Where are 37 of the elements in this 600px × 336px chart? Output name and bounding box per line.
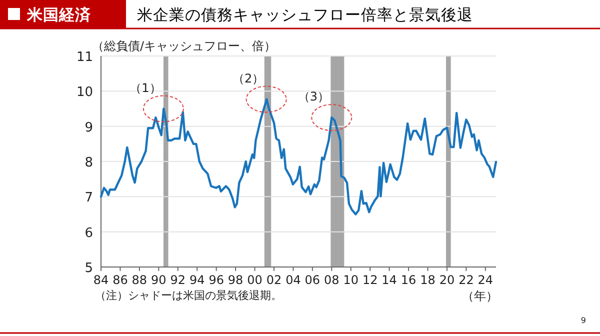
x-tick-label: 14: [382, 273, 397, 287]
x-tick-label: 12: [362, 273, 378, 287]
text: （注）シャドーは米国の景気後退期。: [95, 289, 282, 302]
x-tick-label: 02: [266, 273, 282, 287]
x-tick-label: 90: [151, 273, 166, 287]
x-axis-title: （年）: [462, 289, 498, 303]
x-tick-label: 24: [478, 273, 494, 287]
x-tick-label: 20: [439, 273, 455, 287]
y-tick-label: 6: [84, 226, 93, 241]
y-tick-label: 5: [84, 261, 93, 276]
x-tick-label: 08: [324, 273, 340, 287]
chart-title: 米企業の債務キャッシュフロー倍率と景気後退: [137, 6, 473, 24]
annotation: （3）: [298, 90, 330, 104]
text: 米国経済: [26, 6, 92, 24]
x-tick-label: 04: [286, 273, 301, 287]
y-tick-label: 10: [76, 85, 93, 100]
annotation: （2）: [232, 71, 264, 86]
x-tick-label: 10: [343, 273, 359, 287]
x-tick-label: 96: [208, 273, 224, 287]
x-tick-label: 92: [170, 273, 186, 287]
x-tick-label: 94: [189, 273, 205, 287]
y-tick-label: 11: [76, 50, 93, 65]
y-tick-label: 9: [84, 120, 93, 136]
y-axis-title: （総負債/キャッシュフロー、倍）: [92, 39, 276, 53]
x-tick-label: 16: [400, 273, 416, 287]
text: 9: [580, 316, 586, 325]
x-tick-label: 88: [132, 273, 148, 287]
x-tick-label: 22: [458, 273, 474, 287]
x-tick-label: 06: [304, 273, 320, 287]
y-tick-label: 7: [84, 190, 93, 206]
y-tick-label: 8: [84, 156, 93, 170]
x-tick-label: 86: [112, 273, 128, 287]
x-tick-label: 84: [93, 273, 109, 287]
x-tick-label: 18: [420, 273, 436, 287]
x-tick-label: 98: [228, 273, 244, 287]
x-tick-label: 00: [247, 273, 262, 287]
annotation: （1）: [130, 80, 162, 95]
